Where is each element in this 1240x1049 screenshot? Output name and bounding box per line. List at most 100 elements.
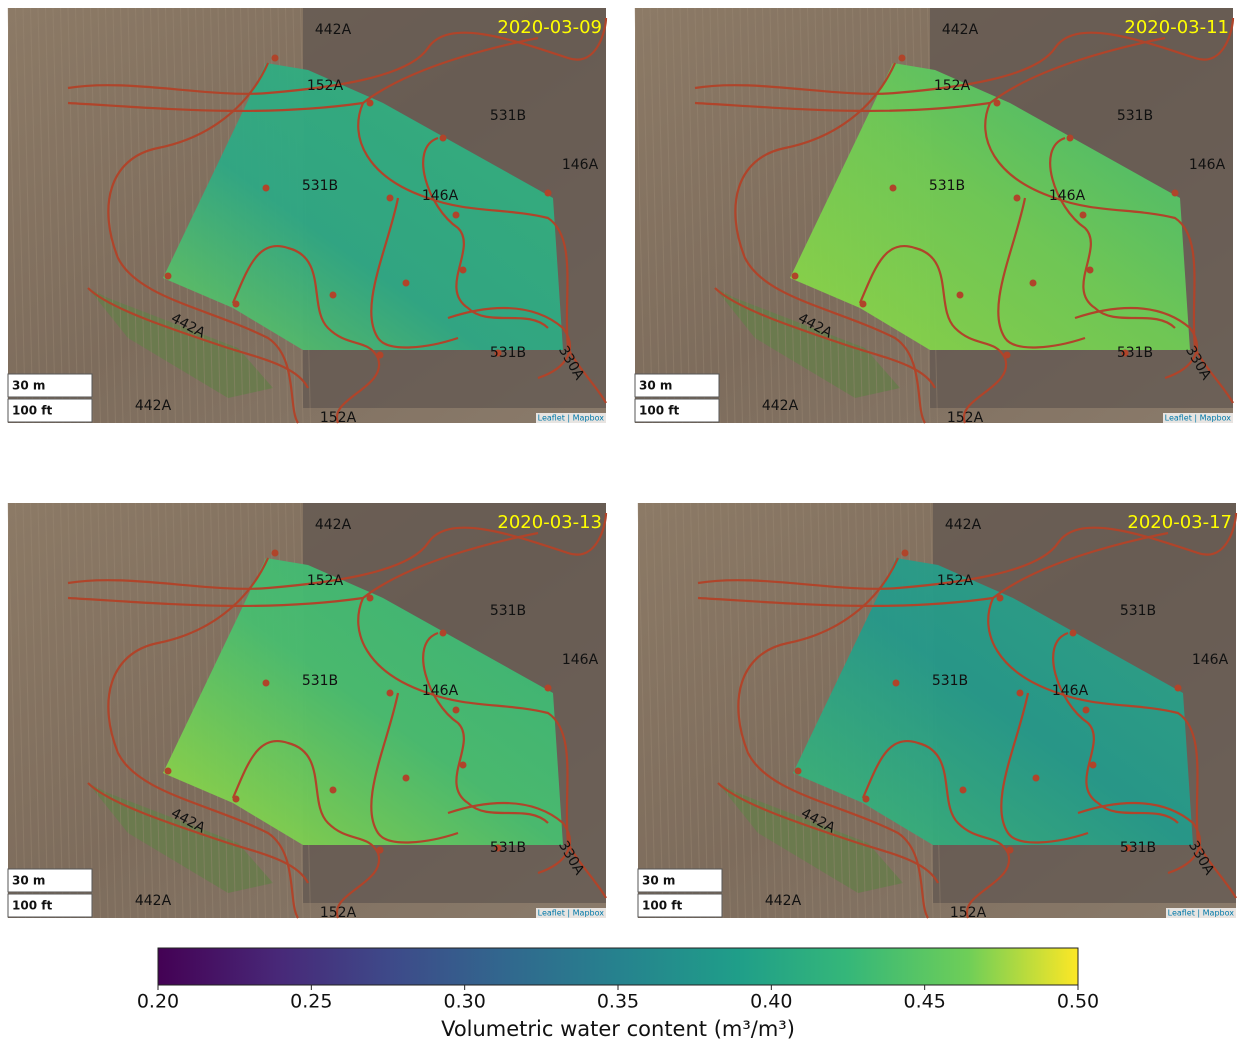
soil-label: 146A — [562, 157, 599, 173]
sample-point — [263, 185, 270, 192]
soil-label: 152A — [320, 410, 357, 426]
soil-label: 442A — [765, 893, 802, 909]
soil-label: 531B — [1120, 603, 1156, 619]
soil-label: 146A — [1049, 188, 1086, 204]
soil-label: 152A — [307, 78, 344, 94]
sample-point — [994, 100, 1001, 107]
soil-label: 442A — [942, 22, 979, 38]
sample-point — [1172, 190, 1179, 197]
soil-label: 531B — [490, 108, 526, 124]
sample-point — [453, 212, 460, 219]
sample-point — [440, 630, 447, 637]
soil-label: 152A — [950, 905, 987, 921]
sample-point — [1007, 847, 1014, 854]
date-label: 2020-03-11 — [1124, 17, 1229, 38]
sample-point — [1004, 352, 1011, 359]
date-label: 2020-03-09 — [497, 17, 602, 38]
sample-point — [893, 680, 900, 687]
sample-point — [263, 680, 270, 687]
soil-label: 442A — [315, 517, 352, 533]
sample-point — [453, 707, 460, 714]
sample-point — [863, 796, 870, 803]
scale-label: 100 ft — [642, 899, 682, 913]
soil-label: 442A — [945, 517, 982, 533]
sample-point — [1087, 267, 1094, 274]
sample-point — [233, 796, 240, 803]
sample-point — [1090, 762, 1097, 769]
soil-label: 152A — [307, 573, 344, 589]
sample-point — [890, 185, 897, 192]
sample-point — [1067, 135, 1074, 142]
sample-point — [367, 595, 374, 602]
colorbar — [158, 948, 1078, 985]
sample-point — [997, 595, 1004, 602]
sample-point — [377, 847, 384, 854]
sample-point — [272, 55, 279, 62]
scale-label: 30 m — [12, 379, 45, 393]
attribution: Leaflet | Mapbox — [1165, 414, 1232, 423]
attribution: Leaflet | Mapbox — [538, 414, 605, 423]
soil-label: 146A — [1052, 683, 1089, 699]
sample-point — [957, 292, 964, 299]
sample-point — [330, 292, 337, 299]
sample-point — [460, 762, 467, 769]
sample-point — [330, 787, 337, 794]
sample-point — [1033, 775, 1040, 782]
attribution: Leaflet | Mapbox — [538, 909, 605, 918]
sample-point — [795, 768, 802, 775]
soil-label: 152A — [947, 410, 984, 426]
figure: 442A152A531B146A531B146A442A531B330A442A… — [0, 0, 1240, 1045]
sample-point — [902, 550, 909, 557]
soil-label: 531B — [1117, 345, 1153, 361]
soil-label: 442A — [315, 22, 352, 38]
colorbar-tick-label: 0.35 — [597, 991, 639, 1013]
sample-point — [1017, 690, 1024, 697]
soil-label: 152A — [937, 573, 974, 589]
soil-label: 442A — [135, 893, 172, 909]
sample-point — [1030, 280, 1037, 287]
soil-label: 531B — [932, 673, 968, 689]
map-panel: 442A152A531B146A531B146A442A531B330A442A… — [638, 503, 1236, 921]
scale-label: 100 ft — [639, 404, 679, 418]
sample-point — [403, 280, 410, 287]
sample-point — [387, 690, 394, 697]
soil-label: 531B — [1120, 840, 1156, 856]
sample-point — [387, 195, 394, 202]
sample-point — [545, 685, 552, 692]
soil-label: 152A — [934, 78, 971, 94]
date-label: 2020-03-17 — [1127, 512, 1232, 533]
soil-label: 146A — [422, 683, 459, 699]
sample-point — [1083, 707, 1090, 714]
soil-label: 531B — [929, 178, 965, 194]
colorbar-tick-label: 0.20 — [137, 991, 179, 1013]
sample-point — [367, 100, 374, 107]
colorbar-tick-label: 0.45 — [904, 991, 946, 1013]
date-label: 2020-03-13 — [497, 512, 602, 533]
soil-label: 531B — [490, 345, 526, 361]
soil-label: 146A — [562, 652, 599, 668]
colorbar-tick-label: 0.50 — [1057, 991, 1099, 1013]
sample-point — [545, 190, 552, 197]
sample-point — [1175, 685, 1182, 692]
sample-point — [233, 301, 240, 308]
sample-point — [460, 267, 467, 274]
colorbar-tick-label: 0.40 — [750, 991, 792, 1013]
sample-point — [165, 768, 172, 775]
sample-point — [377, 352, 384, 359]
soil-label: 442A — [135, 398, 172, 414]
sample-point — [1014, 195, 1021, 202]
colorbar-tick-label: 0.30 — [444, 991, 486, 1013]
scale-label: 100 ft — [12, 404, 52, 418]
soil-label: 442A — [762, 398, 799, 414]
soil-label: 531B — [1117, 108, 1153, 124]
colorbar-label: Volumetric water content (m³/m³) — [441, 1017, 795, 1041]
sample-point — [899, 55, 906, 62]
sample-point — [165, 273, 172, 280]
scale-label: 30 m — [12, 874, 45, 888]
sample-point — [1070, 630, 1077, 637]
sample-point — [272, 550, 279, 557]
soil-label: 531B — [302, 178, 338, 194]
attribution: Leaflet | Mapbox — [1168, 909, 1235, 918]
